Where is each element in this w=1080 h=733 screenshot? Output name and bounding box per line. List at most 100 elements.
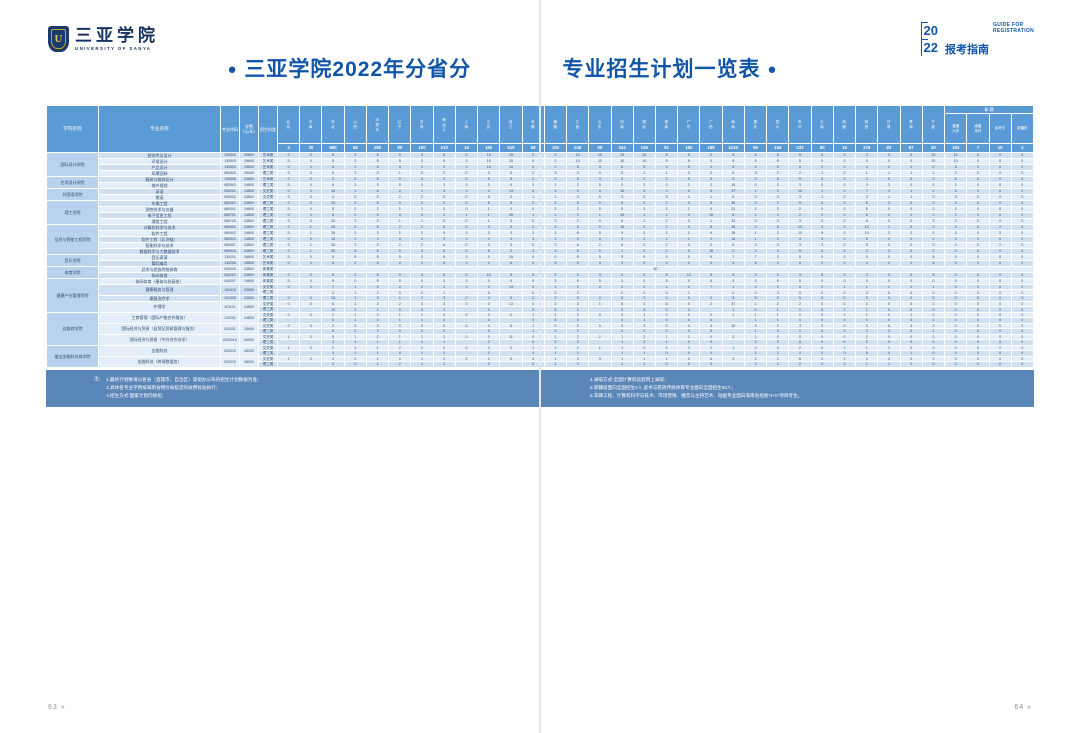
col-total-浙江: 519: [499, 143, 523, 153]
col-header-province-广东: 广东: [677, 105, 701, 144]
enrollment-plan-table: 学院名称 专业名称 专业代码 学费 （元/年） 招生科类 北京 天津 河北 山西 内蒙古 辽宁 吉林 黑龙…: [46, 105, 1035, 368]
title-dot-right-icon: ●: [767, 61, 778, 78]
page-fold-divider: [539, 0, 541, 733]
cell-college: 外国语学院: [46, 188, 99, 201]
cell-quota: 0: [810, 361, 834, 368]
col-header-province-河南: 河南: [610, 105, 634, 144]
col-header-province-江苏: 江苏: [477, 105, 501, 144]
col-total-云南: 80: [810, 143, 834, 153]
col-total-西藏: 15: [832, 143, 857, 153]
col-header-province-湖南: 湖南: [654, 105, 679, 144]
table-row: 体育学院 武术与民族传统体育 040204 24800 体育类 50: [46, 266, 1034, 279]
cell-quota: [276, 361, 301, 368]
col-total-上海: 15: [454, 143, 479, 153]
table-row: 理工类 3 1 1 1 1 1 2 0 2 2 1 2 1 0 0 2 2 0 0 0 2 0 0 0 0 0 0 0: [47, 339, 1035, 346]
col-header-province-云南: 云南: [810, 105, 834, 144]
cell-college: 艺术设计学院: [46, 176, 99, 189]
table-row: 健康服务与管理 120410 24800 文史类 0 2 7 1 3 2 2 2 0 3 13 0 1 2 2 2 0 1…: [47, 283, 1035, 296]
table-row: 通信工程 080703 24800 理工类 0 0 20 2 2 1 1 5 0 1 3 0 2 2 0 6 1 2 2 1 1…: [47, 218, 1035, 225]
cell-quota: 0: [966, 361, 990, 368]
cell-college: 音乐学院: [46, 254, 99, 267]
col-header-fixed-1: 专业名称: [98, 105, 221, 153]
col-header-province-湖北: 湖北: [632, 105, 656, 144]
cell-quota: 0: [699, 361, 723, 368]
cell-fee: 24800: [239, 311, 259, 324]
col-total-陕西: 276: [855, 143, 879, 153]
cell-quota: 3: [566, 361, 590, 368]
guide-label-cn: 报考指南: [944, 44, 989, 56]
col-total-辽宁: 80: [388, 143, 412, 153]
cell-quota: 1: [432, 289, 456, 297]
cell-quota: [499, 361, 523, 368]
cell-college: 体育学院: [46, 266, 99, 279]
page-title-right-text: 专业招生计划一览表: [562, 58, 761, 81]
col-header-province-西藏: 西藏: [832, 105, 857, 144]
cell-quota: 2: [766, 361, 790, 368]
col-total-贵州: 232: [788, 143, 812, 153]
col-header-province-广西: 广西: [699, 105, 723, 144]
col-header-province-重庆: 重庆: [743, 105, 768, 144]
col-header-xinjiang-普通大类: 普通 大类: [944, 113, 968, 144]
col-header-province-海南: 海南: [721, 105, 745, 144]
cell-college: 丝路商学院: [46, 311, 99, 346]
cell-major: 护理学: [98, 300, 221, 313]
table-row: 健康产业管理学院 休闲体育（康体与抗衰老） 040207 24800 体育类 0 0 5 0 5 0…: [46, 278, 1035, 313]
col-total-江苏: 150: [477, 143, 501, 153]
col-total-河南: 342: [610, 143, 634, 153]
cell-major: 国际经济与贸易（中外合作办学）: [98, 333, 221, 346]
col-header-province-辽宁: 辽宁: [388, 105, 412, 144]
page-title: ● 三亚学院2022年分省分 专业招生计划一览表 ●: [0, 53, 1080, 83]
cell-fee: 25600: [239, 322, 259, 335]
table-row: 国际经济与贸易（中外合作办学） 020401H 60000 文史类 1 2 5 1 2 1 1 2 0 0…: [47, 333, 1035, 346]
cell-major-code: 120201: [220, 311, 240, 324]
cell-major: 国际经济与贸易（自贸区贸易管理与服务）: [98, 322, 221, 335]
page-title-left: ● 三亚学院2022年分省分: [228, 53, 518, 83]
col-total-重庆: 90: [743, 143, 768, 153]
col-total-广东: 150: [677, 143, 701, 153]
col-total-湖南: 81: [654, 143, 679, 153]
table-row: 城乡规划 082902 24800 理工类 0 0 8 2 3 0 0 3 0 3 5 2 2 2 0 2 2 0 2 2 10…: [47, 182, 1035, 189]
col-header-province-青海: 青海: [899, 105, 923, 144]
col-header-province-江西: 江西: [566, 105, 590, 144]
cell-fee: 24800: [239, 300, 259, 313]
university-crest-icon: U: [48, 26, 69, 52]
col-total-山西: 68: [343, 143, 367, 153]
cell-quota: [454, 361, 479, 368]
col-total-湖北: 145: [632, 143, 656, 153]
cell-quota: [299, 361, 323, 368]
col-total-江西: 249: [566, 143, 590, 153]
cell-fee: 24800: [239, 284, 259, 296]
cell-quota: 0: [654, 361, 679, 368]
col-header-province-上海: 上海: [454, 105, 479, 144]
footnote-left-3: 3.招生方式:国家计划内统招;: [106, 393, 164, 398]
table-row: 理工类 5 1 2 1 1 2 0 0 8 2 3 1 0 0 0 1 1 1 0 0 0 0 0 1 0 0 0 0: [47, 317, 1035, 324]
table-row: 国际经济与贸易（自贸区贸易管理与服务） 020401 25600 文史类 0 0 2 0 3 0 0…: [47, 322, 1035, 335]
col-header-fixed-4: 招生科类: [258, 105, 278, 153]
col-total-甘肃: 83: [877, 143, 901, 153]
col-total-吉林: 100: [410, 143, 434, 153]
cell-quota: 1: [855, 361, 879, 368]
cell-quota: 0: [944, 361, 968, 368]
cell-quota: 1: [543, 361, 568, 368]
cell-quota: 0: [1010, 361, 1035, 368]
university-logo: U 三亚学院 UNIVERSITY OF SANYA: [48, 26, 159, 52]
col-total-内蒙古: 280: [365, 143, 390, 153]
table-row: 舞蹈编导 130206 26800 艺术类 0 0 5 2 5 2 0 5 0 0 6 0 5 5 3 3 0 0 0 0 6 6…: [47, 260, 1035, 267]
cell-quota: 1: [410, 361, 434, 368]
university-name-en: UNIVERSITY OF SANYA: [75, 45, 152, 51]
cell-quota: 0: [677, 361, 701, 368]
col-total-广西: 168: [699, 143, 723, 153]
cell-quota: 1: [365, 361, 390, 368]
col-total-河北: 650: [321, 143, 345, 153]
col-header-province-黑龙江: 黑龙江: [432, 105, 456, 144]
guide-year-bottom: 22: [920, 39, 942, 56]
col-total-普通大类: 193: [944, 143, 968, 153]
footnote-right-5: 5.新疆班面向全国招生2人,武术与民族传统体育专业面向全国招生50人；: [590, 385, 736, 390]
col-header-province-甘肃: 甘肃: [877, 105, 901, 144]
cell-quota: 2: [788, 361, 812, 368]
table-row: 测控技术与仪器 080301 24800 理工类 0 0 8 0 2 1 1 2 0 1 3 0 2 2 0 5 2 2 1…: [47, 206, 1035, 213]
table-row: 俄语 050202 24800 文史类 0 0 4 0 5 2 2 5 0 5 0 1 1 0 5 3 5 0 1 1 6 0 3 3…: [47, 194, 1035, 201]
col-header-province-河北: 河北: [321, 105, 345, 144]
cell-major: 健康服务与管理: [98, 284, 221, 296]
col-total-天津: 30: [299, 143, 323, 153]
